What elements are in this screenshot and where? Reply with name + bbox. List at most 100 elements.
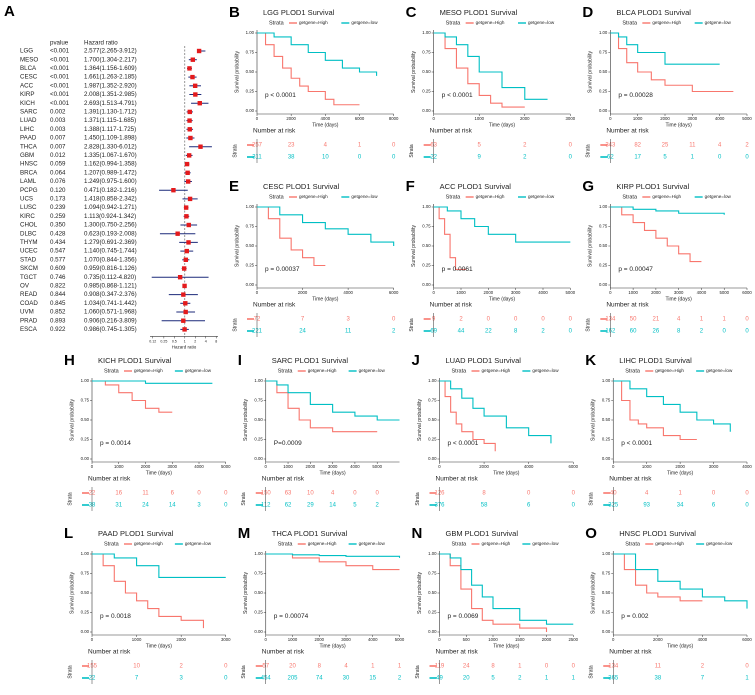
y-axis-label: Survival probability [591,399,597,441]
x-tick-label: 2000 [141,464,151,469]
pvalue: <0.001 [50,56,70,63]
x-tick-label: 0.5 [172,339,177,343]
x-tick-label: 0 [612,464,615,469]
risk-count: 2 [523,143,527,149]
cancer-name: HNSC [20,161,38,168]
survival-curve [265,553,400,571]
x-tick-label: 4000 [697,290,707,295]
survival-curve [613,553,703,602]
risk-count: 0 [224,503,228,509]
x-tick-label: 1000 [474,116,484,121]
x-tick-label: 5000 [395,637,405,642]
cancer-name: THCA [20,143,38,150]
cancer-name: UCS [20,196,33,203]
panel-letter: L [64,525,73,542]
y-tick-label: 0.00 [599,282,608,287]
panel-title: GBM PLOD1 Survival [446,529,519,538]
panel-title: ACC PLOD1 Survival [440,182,512,191]
hr-box [188,135,193,141]
risk-count: 0 [197,491,201,497]
y-tick-label: 1.00 [428,378,437,383]
panel-title: MESO PLOD1 Survival [440,8,518,17]
risk-count: 1 [398,664,402,670]
risk-count: 10 [133,664,140,670]
panel-title: PAAD PLOD1 Survival [98,529,174,538]
pvalue: 0.059 [50,161,66,168]
hr-box [187,196,193,202]
y-tick-label: 0.50 [599,243,608,248]
legend-label: getgene=low [528,194,555,199]
survival-curve [439,553,574,625]
pvalue: 0.007 [50,143,66,150]
x-tick-label: 1 [184,339,186,343]
risk-count: 22 [89,491,96,497]
x-tick-label: 4000 [350,464,360,469]
panel-title: LGG PLOD1 Survival [263,8,335,17]
x-tick-label: 2000 [479,464,489,469]
y-axis-label: Survival probability [588,225,594,267]
pvalue: <0.001 [50,65,70,72]
y-tick-label: 0.50 [254,417,263,422]
hazard-ratio: 1.661(1.263-2.185) [84,74,137,81]
risk-count: 0 [569,155,573,161]
y-axis-label: Survival probability [243,572,249,614]
risk-count: 34 [677,503,684,509]
survival-curve [613,380,731,432]
risk-count: 38 [654,676,661,682]
y-tick-label: 1.00 [602,551,611,556]
legend-label: getgene=High [655,541,684,546]
risk-title: Number at risk [253,302,296,309]
hazard-ratio: 0.986(0.745-1.305) [84,326,137,333]
risk-count: 74 [316,676,323,682]
hazard-ratio: 1.371(1.115-1.685) [84,117,136,124]
risk-title: Number at risk [609,649,652,656]
y-tick-label: 1.00 [422,30,431,35]
risk-count: 0 [745,317,749,323]
p-value: p = 0.00037 [265,266,300,273]
x-tick-label: 3000 [221,637,231,642]
risk-title: Number at risk [262,649,305,656]
x-tick-label: 0 [256,116,259,121]
risk-count: 82 [634,143,641,149]
y-tick-label: 0.25 [599,89,608,94]
risk-count: 60 [630,329,637,335]
risk-count: 38 [89,503,96,509]
risk-strata-label: Strata [409,318,415,332]
risk-count: 0 [723,329,727,335]
y-axis-label: Survival probability [243,399,249,441]
hr-box [185,170,190,175]
x-tick-label: 3000 [566,116,576,121]
risk-count: 1 [691,155,695,161]
y-tick-label: 0.75 [422,50,431,55]
legend-title: Strata [622,20,638,26]
y-axis-label: Survival probability [234,51,240,93]
survival-curve [439,553,548,632]
y-tick-label: 0.50 [602,590,611,595]
p-value: p = 0.002 [621,613,649,620]
cancer-name: PCPG [20,187,38,194]
risk-count: 2 [700,329,704,335]
cancer-name: COAD [20,300,38,307]
risk-count: 22 [89,676,96,682]
x-tick-label: 6000 [355,116,365,121]
pvalue: 0.239 [50,204,66,211]
risk-count: 0 [358,155,362,161]
risk-count: 2 [179,664,183,670]
risk-count: 1 [700,317,704,323]
legend-label: getgene=High [652,20,681,25]
hazard-ratio: 0.623(0.193-2.008) [84,230,137,237]
x-tick-label: 3000 [328,464,338,469]
x-tick-label: 4000 [321,116,331,121]
y-tick-label: 0.75 [81,398,90,403]
risk-strata-label: Strata [586,144,592,158]
cancer-name: OV [20,283,30,290]
risk-count: 9 [432,317,436,323]
risk-count: 17 [634,155,641,161]
hazard-ratio: 0.735(0.112-4.820) [84,274,136,281]
survival-curve [610,206,725,215]
x-tick-label: 1000 [283,464,293,469]
cancer-name: KICH [20,100,35,107]
hr-box [171,188,176,193]
hazard-ratio: 1.140(0.745-1.744) [84,248,137,255]
legend-label: getgene=low [351,194,378,199]
